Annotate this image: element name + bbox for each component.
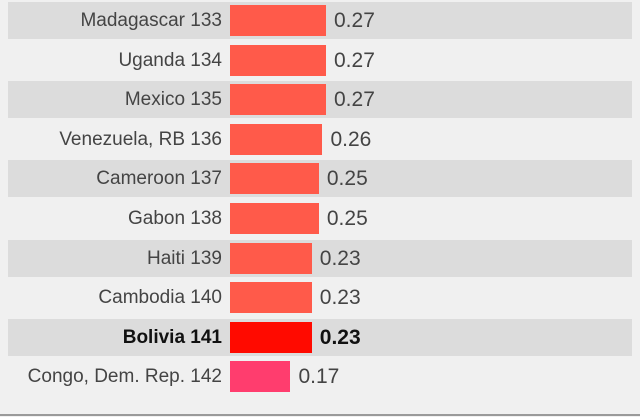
value-label: 0.27 xyxy=(334,48,375,72)
value-label: 0.27 xyxy=(334,9,375,32)
category-label: Cambodia 140 xyxy=(98,287,222,309)
bar xyxy=(230,242,312,274)
category-label: Uganda 134 xyxy=(118,49,222,71)
bar xyxy=(230,361,291,393)
bar xyxy=(230,123,323,155)
value-label: 0.23 xyxy=(319,246,361,270)
value-label: 0.26 xyxy=(330,127,372,151)
value-label: 0.23 xyxy=(319,286,361,310)
chart-row: Cameroon 137 0.25 xyxy=(8,160,632,198)
category-label: Venezuela, RB 136 xyxy=(59,128,222,150)
value-label: 0.25 xyxy=(326,207,368,230)
category-label: Haiti 139 xyxy=(147,247,222,269)
chart-row: Uganda 134 0.27 xyxy=(8,42,632,79)
bar xyxy=(230,321,312,353)
bottom-divider xyxy=(0,414,640,416)
chart-row: Haiti 139 0.23 xyxy=(8,239,632,277)
chart-row: Bolivia 141 0.23 xyxy=(8,318,632,356)
chart-row: Congo, Dem. Rep. 142 0.17 xyxy=(8,358,632,395)
chart-row: Gabon 138 0.25 xyxy=(8,200,632,237)
category-label: Mexico 135 xyxy=(124,89,222,111)
value-label: 0.23 xyxy=(319,325,361,349)
bar xyxy=(230,84,326,116)
bar xyxy=(230,203,319,234)
category-label: Cameroon 137 xyxy=(96,168,222,190)
bar xyxy=(230,163,319,195)
value-label: 0.27 xyxy=(334,88,375,112)
chart-row: Cambodia 140 0.23 xyxy=(8,279,632,316)
bar xyxy=(230,5,326,36)
category-label: Bolivia 141 xyxy=(122,326,222,348)
chart-row: Venezuela, RB 136 0.26 xyxy=(8,121,632,158)
value-label: 0.25 xyxy=(326,167,368,191)
chart-row: Mexico 135 0.27 xyxy=(8,81,632,119)
category-label: Gabon 138 xyxy=(127,208,222,229)
value-label: 0.17 xyxy=(298,365,340,389)
category-label: Madagascar 133 xyxy=(80,10,222,31)
category-label: Congo, Dem. Rep. 142 xyxy=(27,366,222,388)
chart-row: Madagascar 133 0.27 xyxy=(8,2,632,39)
bar xyxy=(230,44,326,76)
bar xyxy=(230,282,312,314)
